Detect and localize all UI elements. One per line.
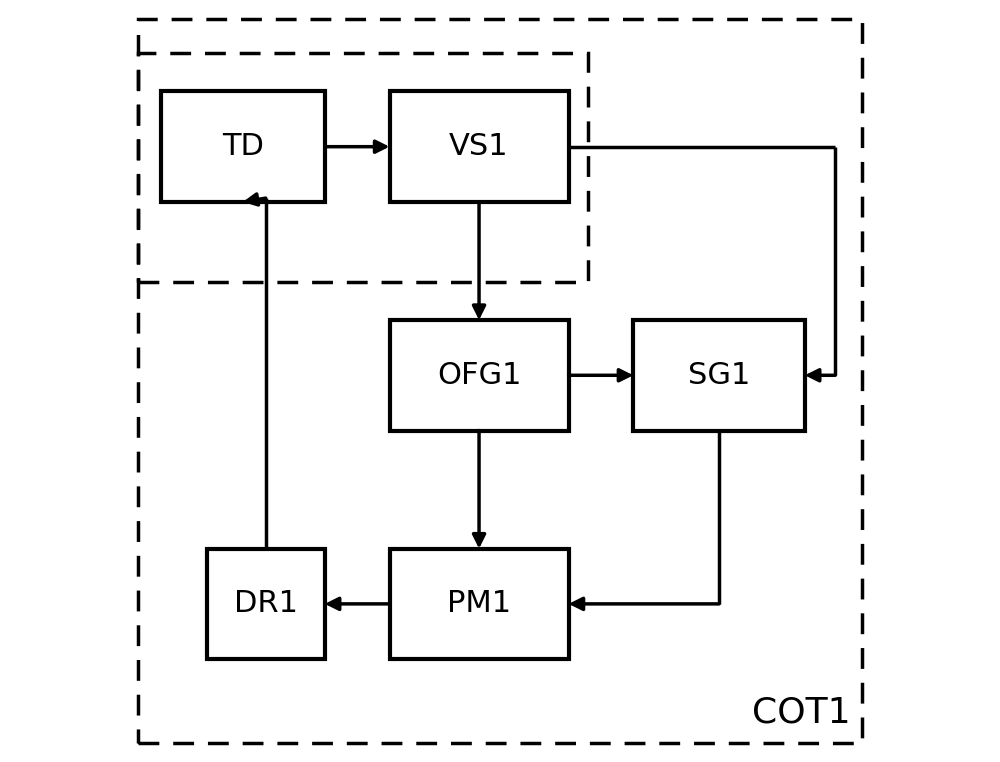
Text: COT1: COT1 xyxy=(752,696,850,729)
Text: PM1: PM1 xyxy=(447,589,511,619)
Bar xyxy=(161,91,325,202)
Bar xyxy=(633,320,805,431)
Text: DR1: DR1 xyxy=(234,589,298,619)
Bar xyxy=(390,320,569,431)
Bar xyxy=(138,53,588,282)
Text: SG1: SG1 xyxy=(688,360,750,390)
Bar xyxy=(207,549,325,659)
Text: OFG1: OFG1 xyxy=(437,360,521,390)
Text: TD: TD xyxy=(222,132,264,162)
Text: VS1: VS1 xyxy=(449,132,509,162)
Bar xyxy=(390,549,569,659)
Bar xyxy=(390,91,569,202)
